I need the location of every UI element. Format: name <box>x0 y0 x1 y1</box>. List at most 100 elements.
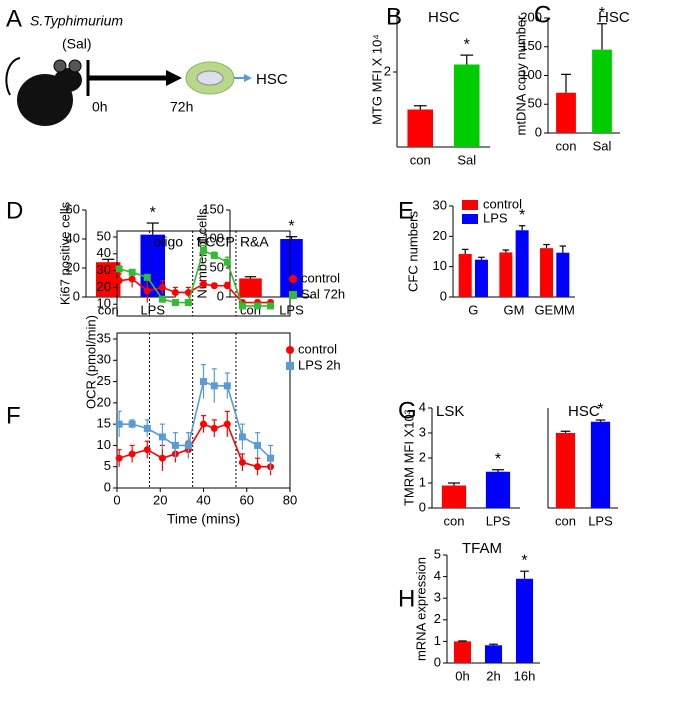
y-tick-label: 200 <box>520 9 542 24</box>
panel-letter: A <box>6 5 22 32</box>
marker <box>171 299 179 307</box>
y-tick-label: 10 <box>97 437 111 452</box>
y-tick-label: 30 <box>97 352 111 367</box>
y-tick-label: 0 <box>419 499 426 514</box>
y-axis-label: MTG MFI X 10⁴ <box>369 34 384 125</box>
panel-a: A S.Typhimurium (Sal) HSC 0h 72h <box>5 5 288 126</box>
x-tick-label: con <box>444 513 465 528</box>
bar <box>458 253 472 297</box>
marker <box>210 424 218 432</box>
y-tick-label: 3 <box>419 424 426 439</box>
bar <box>555 433 576 508</box>
legend-label: control <box>483 196 522 211</box>
bar <box>441 485 467 508</box>
chart-panel: B HSC MTG MFI X 10⁴ 2 con Sal * <box>369 3 490 167</box>
x-tick-label: Sal <box>593 138 612 153</box>
bar <box>540 248 554 297</box>
significance: * <box>521 552 527 569</box>
marker <box>143 273 151 281</box>
marker <box>238 433 246 441</box>
bar <box>474 259 488 297</box>
x-tick-label: Sal <box>457 152 476 167</box>
marker <box>158 283 166 291</box>
x-axis-label: Time (mins) <box>167 511 240 527</box>
bar <box>515 578 534 663</box>
y-axis-label: TMRM MFI X10³ <box>401 409 416 506</box>
marker <box>223 382 231 390</box>
x-tick-label: 60 <box>240 492 254 507</box>
panel-letter: H <box>398 585 415 612</box>
mouse-tail <box>5 57 21 96</box>
significance: * <box>464 36 470 53</box>
y-tick-label: 0 <box>217 288 224 303</box>
marker <box>210 282 218 290</box>
x-tick-label: 40 <box>196 492 210 507</box>
y-tick-label: 20 <box>97 279 111 294</box>
y-tick-label: 40 <box>66 230 80 245</box>
small-arrow-head <box>244 74 252 82</box>
marker <box>238 458 246 466</box>
chart-title: HSC <box>598 9 630 26</box>
chart-title: LSK <box>436 403 464 420</box>
x-tick-label: LPS <box>486 513 511 528</box>
marker <box>158 295 166 303</box>
marker <box>223 420 231 428</box>
y-tick-label: 0 <box>104 479 111 494</box>
x-tick-label: 0 <box>113 492 120 507</box>
series-line <box>119 380 272 459</box>
x-tick-label: 2h <box>486 668 500 683</box>
y-tick-label: 4 <box>434 568 441 583</box>
bar <box>515 230 529 297</box>
bar <box>280 239 303 297</box>
y-tick-label: 2 <box>384 63 391 78</box>
x-tick-label: GM <box>504 302 525 317</box>
marker <box>267 454 275 462</box>
x-tick-label: con <box>555 513 576 528</box>
y-tick-label: 4 <box>419 399 426 414</box>
chart-panel: C HSC mtDNA copy number 0 50 100 150 200 con Sal * <box>513 1 629 153</box>
y-tick-label: 0 <box>434 654 441 669</box>
marker <box>210 382 218 390</box>
legend-label: LPS 2h <box>298 357 341 372</box>
marker <box>158 454 166 462</box>
marker <box>158 433 166 441</box>
y-axis-label: mRNA expression <box>413 557 428 661</box>
marker <box>267 302 275 310</box>
y-tick-label: 5 <box>104 458 111 473</box>
bar <box>484 645 503 663</box>
start-time: 0h <box>92 99 108 115</box>
marker <box>115 420 123 428</box>
y-axis-label: OCR (pmol/min) <box>83 315 98 409</box>
y-tick-label: 25 <box>97 373 111 388</box>
bar <box>556 252 570 297</box>
marker <box>184 441 192 449</box>
significance: * <box>599 5 605 22</box>
bar <box>239 278 262 297</box>
significance: * <box>519 207 525 224</box>
bar <box>453 64 480 147</box>
chart-title: HSC <box>428 9 460 26</box>
panel-letter: F <box>6 402 21 429</box>
y-tick-label: 3 <box>434 590 441 605</box>
bar <box>499 252 513 297</box>
legend-marker <box>289 291 297 299</box>
y-tick-label: 30 <box>433 197 447 212</box>
marker <box>184 299 192 307</box>
y-axis-label: CFC numbers <box>405 211 420 292</box>
chart-title: TFAM <box>462 540 502 557</box>
marker <box>238 302 246 310</box>
chart-title: HSC <box>568 403 600 420</box>
y-tick-label: 10 <box>433 258 447 273</box>
chart-panel: OCR (pmol/min) 0 5 10 15 20 25 30 35 0 20 40 60 80 con… <box>83 315 340 527</box>
x-tick-label: con <box>556 138 577 153</box>
event-label: FCCP <box>197 234 235 250</box>
y-tick-label: 0 <box>535 124 542 139</box>
bar <box>556 92 576 133</box>
marker <box>200 246 207 254</box>
frame <box>116 332 291 489</box>
x-tick-label: LPS <box>588 513 613 528</box>
bar <box>453 641 472 663</box>
